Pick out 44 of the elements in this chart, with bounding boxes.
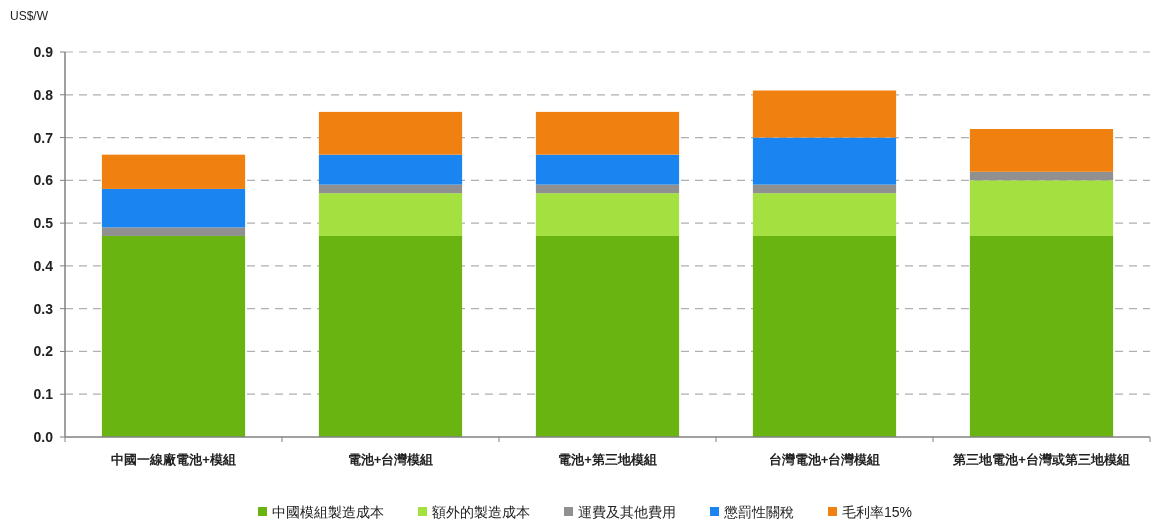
bar	[969, 180, 1114, 236]
legend-label: 懲罰性關稅	[723, 504, 794, 520]
bar	[752, 193, 897, 236]
bar	[535, 154, 680, 185]
bar	[101, 188, 246, 228]
legend-label: 毛利率15%	[842, 504, 913, 520]
bar	[752, 90, 897, 138]
bar	[101, 235, 246, 437]
y-tick-label: 0.7	[33, 129, 54, 146]
y-tick-label: 0.2	[33, 343, 54, 360]
bar	[752, 235, 897, 437]
bar	[535, 111, 680, 155]
bar	[969, 129, 1114, 172]
legend-label: 額外的製造成本	[432, 504, 530, 520]
bar	[318, 193, 463, 236]
bar	[752, 184, 897, 194]
x-tick-label: 台灣電池+台灣模組	[768, 452, 881, 467]
bar	[101, 227, 246, 236]
bar	[535, 193, 680, 236]
y-tick-label: 0.9	[33, 44, 54, 60]
y-tick-label: 0.8	[33, 86, 54, 103]
bar	[318, 235, 463, 437]
bar	[101, 154, 246, 189]
legend-label: 中國模組製造成本	[272, 504, 384, 520]
bar	[535, 235, 680, 437]
bar	[318, 184, 463, 194]
bar	[969, 171, 1114, 181]
y-tick-label: 0.6	[33, 172, 54, 189]
x-tick-label: 電池+台灣模組	[347, 452, 434, 467]
y-tick-label: 0.3	[33, 300, 54, 317]
x-tick-label: 中國一線廠電池+模組	[111, 452, 236, 467]
bar	[752, 137, 897, 185]
bar	[969, 235, 1114, 437]
y-tick-label: 0.4	[33, 257, 54, 274]
y-axis-title: US$/W	[10, 9, 49, 23]
y-tick-label: 0.1	[33, 386, 54, 403]
y-tick-label: 0.0	[33, 429, 54, 445]
x-tick-label: 電池+第三地模組	[558, 452, 657, 467]
bar	[535, 184, 680, 194]
legend-label: 運費及其他費用	[578, 504, 676, 520]
bar	[318, 154, 463, 185]
y-tick-label: 0.5	[33, 215, 54, 232]
bar	[318, 111, 463, 155]
x-tick-label: 第三地電池+台灣或第三地模組	[952, 452, 1130, 467]
